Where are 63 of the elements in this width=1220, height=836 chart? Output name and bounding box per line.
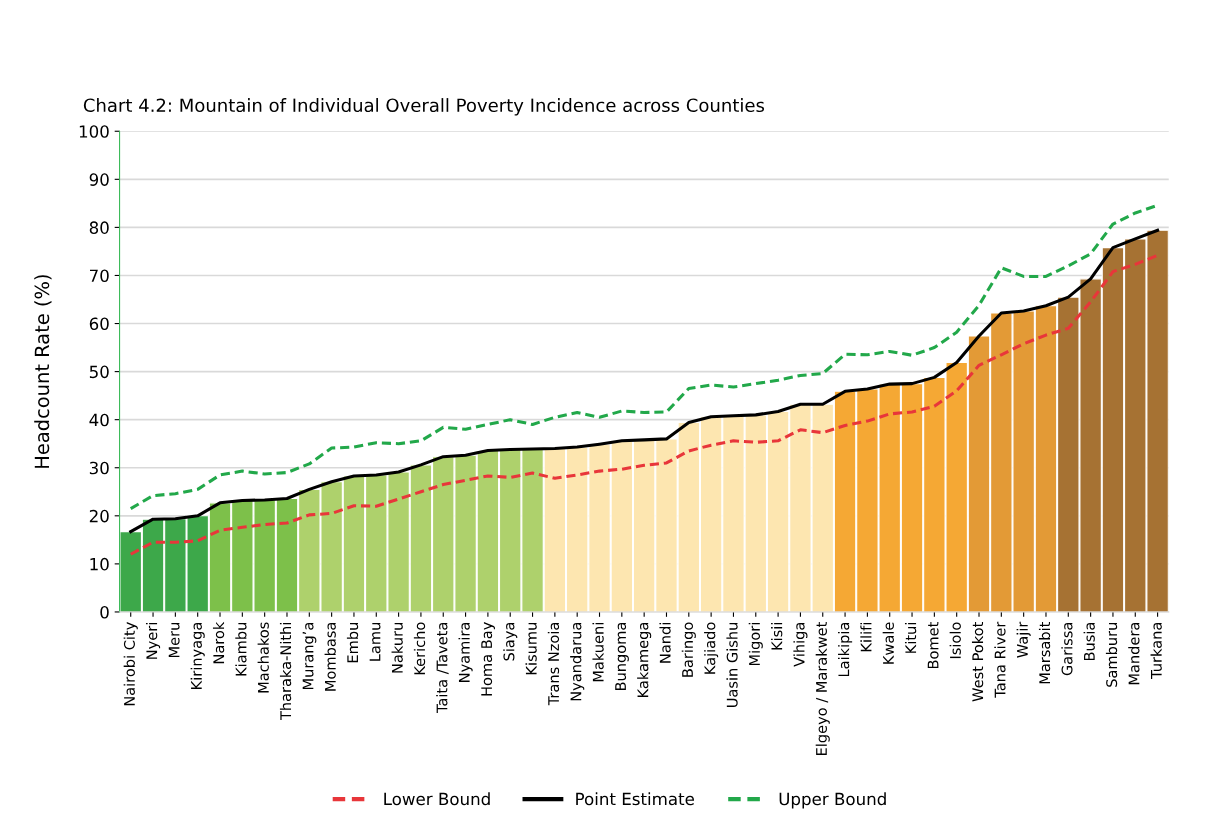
x-tick-label: Nyeri	[145, 623, 161, 659]
x-tick-label: Kericho	[413, 622, 426, 675]
x-tick-label: Uasin Gishu	[726, 622, 738, 707]
x-tick-label: Mombasa	[324, 623, 336, 691]
x-tick-label: Embu	[346, 623, 359, 663]
x-tick-label: Nairobi City	[123, 622, 138, 706]
y-tick-label: 70	[90, 269, 109, 283]
x-tick-label: Murang’a	[302, 623, 317, 690]
x-tick-label: Bomet	[927, 622, 939, 669]
x-tick-label: Siaya	[503, 623, 518, 661]
x-tick-label: Tana River	[994, 621, 1006, 698]
x-tick-label: Laikipia	[838, 623, 853, 677]
x-tick-label: West Pokot	[971, 622, 984, 702]
y-tick-label: 10	[90, 557, 109, 571]
y-tick-label: 80	[89, 221, 109, 234]
y-tick-label: 50	[89, 365, 109, 379]
x-tick-label: Kajiado	[704, 622, 719, 674]
y-tick-label: 40	[89, 413, 109, 427]
x-tick-label: Elgeyo / Marakwet	[815, 622, 830, 755]
x-tick-label: Makueni	[592, 623, 604, 682]
y-tick-label: 90	[89, 173, 109, 186]
y-tick-label: 20	[89, 509, 109, 523]
x-tick-label: Taita /Taveta	[436, 623, 449, 714]
x-tick-label: Isiolo	[949, 622, 961, 659]
x-tick-label: Kwale	[882, 622, 894, 664]
x-tick-label: Kakamega	[637, 623, 652, 697]
x-tick-label: Garissa	[1061, 622, 1073, 676]
y-axis-title: Headcount Rate (%)	[34, 275, 52, 468]
x-tick-label: Kisii	[771, 623, 783, 650]
x-tick-label: Nakuru	[391, 623, 403, 673]
y-tick-label: 100	[79, 125, 109, 138]
legend-label: Upper Bound	[779, 792, 886, 809]
x-tick-label: Samburu	[1105, 623, 1118, 687]
x-tick-label: Homa Bay	[481, 622, 495, 696]
y-tick-label: 0	[100, 605, 109, 619]
x-tick-label: Baringo	[681, 622, 696, 677]
x-tick-label: Nandi	[659, 623, 671, 663]
x-tick-label: Mandera	[1128, 623, 1140, 685]
x-tick-label: Kitui	[904, 623, 917, 653]
x-tick-label: Turkana	[1150, 623, 1162, 679]
x-tick-label: Nyandarua	[570, 623, 585, 701]
x-tick-label: Machakos	[257, 622, 269, 693]
x-tick-label: Kirinyaga	[190, 623, 205, 689]
x-tick-label: Trans Nzoia	[547, 623, 560, 706]
x-tick-label: Kilifi	[860, 623, 872, 652]
x-tick-label: Lamu	[369, 623, 381, 661]
x-tick-label: Narok	[212, 621, 225, 664]
x-tick-label: Kisumu	[525, 623, 537, 675]
x-tick-label: Migori	[748, 623, 763, 666]
x-tick-label: Busia	[1083, 623, 1095, 661]
y-tick-label: 30	[89, 461, 109, 475]
x-tick-label: Bungoma	[615, 623, 629, 691]
legend-label: Lower Bound	[384, 792, 490, 806]
x-tick-label: Vihiga	[793, 623, 808, 667]
x-tick-label: Meru	[168, 623, 180, 658]
x-tick-label: Marsabit	[1038, 622, 1051, 684]
chart-title: Chart 4.2: Mountain of Individual Overall Poverty Incidence across Counties	[83, 98, 765, 116]
legend-label: Point Estimate	[576, 792, 694, 806]
y-tick-label: 60	[89, 317, 109, 331]
x-tick-label: Tharaka-Nithi	[279, 623, 292, 721]
x-tick-label: Wajir	[1016, 621, 1031, 658]
x-tick-label: Kiambu	[235, 623, 247, 676]
x-tick-label: Nyamira	[458, 623, 473, 682]
